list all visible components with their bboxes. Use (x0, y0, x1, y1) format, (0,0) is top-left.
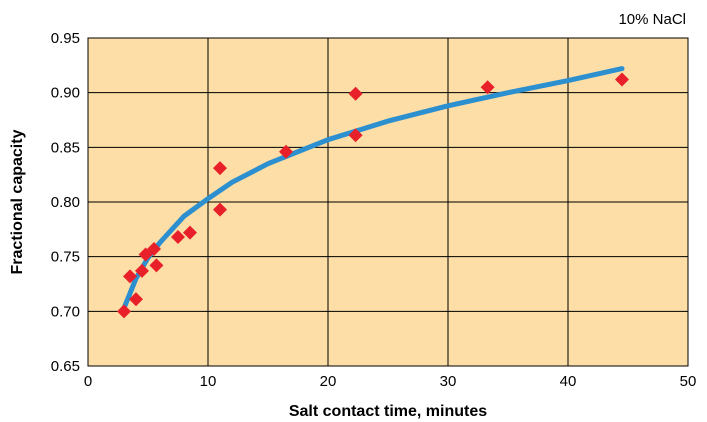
x-axis-ticks: 0 10 20 30 40 50 (84, 373, 697, 390)
plot-border (87, 37, 689, 367)
data-point-marker (279, 144, 293, 159)
y-tick-label: 0.70 (51, 303, 80, 320)
grid (87, 37, 689, 367)
y-tick-label: 0.80 (51, 194, 80, 211)
x-axis-title: Salt contact time, minutes (289, 403, 487, 420)
data-point-marker (615, 72, 629, 87)
data-markers (117, 72, 629, 319)
x-tick-label: 40 (560, 373, 577, 390)
x-tick-label: 10 (200, 373, 217, 390)
data-point-marker (171, 229, 185, 244)
y-tick-label: 0.90 (51, 85, 80, 102)
data-point-marker (480, 80, 495, 95)
y-axis-ticks: 0.65 0.70 0.75 0.80 0.85 0.90 0.95 (51, 30, 80, 375)
data-point-marker (147, 242, 161, 257)
data-point-marker (129, 292, 143, 307)
data-point-marker (183, 225, 197, 240)
x-tick-label: 50 (680, 373, 697, 390)
data-point-marker (213, 202, 227, 217)
data-point-marker (135, 263, 149, 278)
series-annotation: 10% NaCl (618, 11, 686, 28)
data-point-marker (117, 304, 131, 319)
y-axis-title: Fractional capacity (9, 129, 26, 274)
data-point-marker (348, 86, 363, 101)
data-point-marker (123, 269, 137, 284)
data-point-marker (213, 161, 227, 176)
data-point-marker (348, 128, 363, 143)
data-point-marker (149, 258, 164, 273)
y-tick-label: 0.95 (51, 30, 80, 47)
y-tick-label: 0.85 (51, 139, 80, 156)
y-tick-label: 0.65 (51, 358, 80, 375)
x-tick-label: 20 (320, 373, 337, 390)
x-tick-label: 0 (84, 373, 92, 390)
y-tick-label: 0.75 (51, 249, 80, 266)
x-tick-label: 30 (440, 373, 457, 390)
